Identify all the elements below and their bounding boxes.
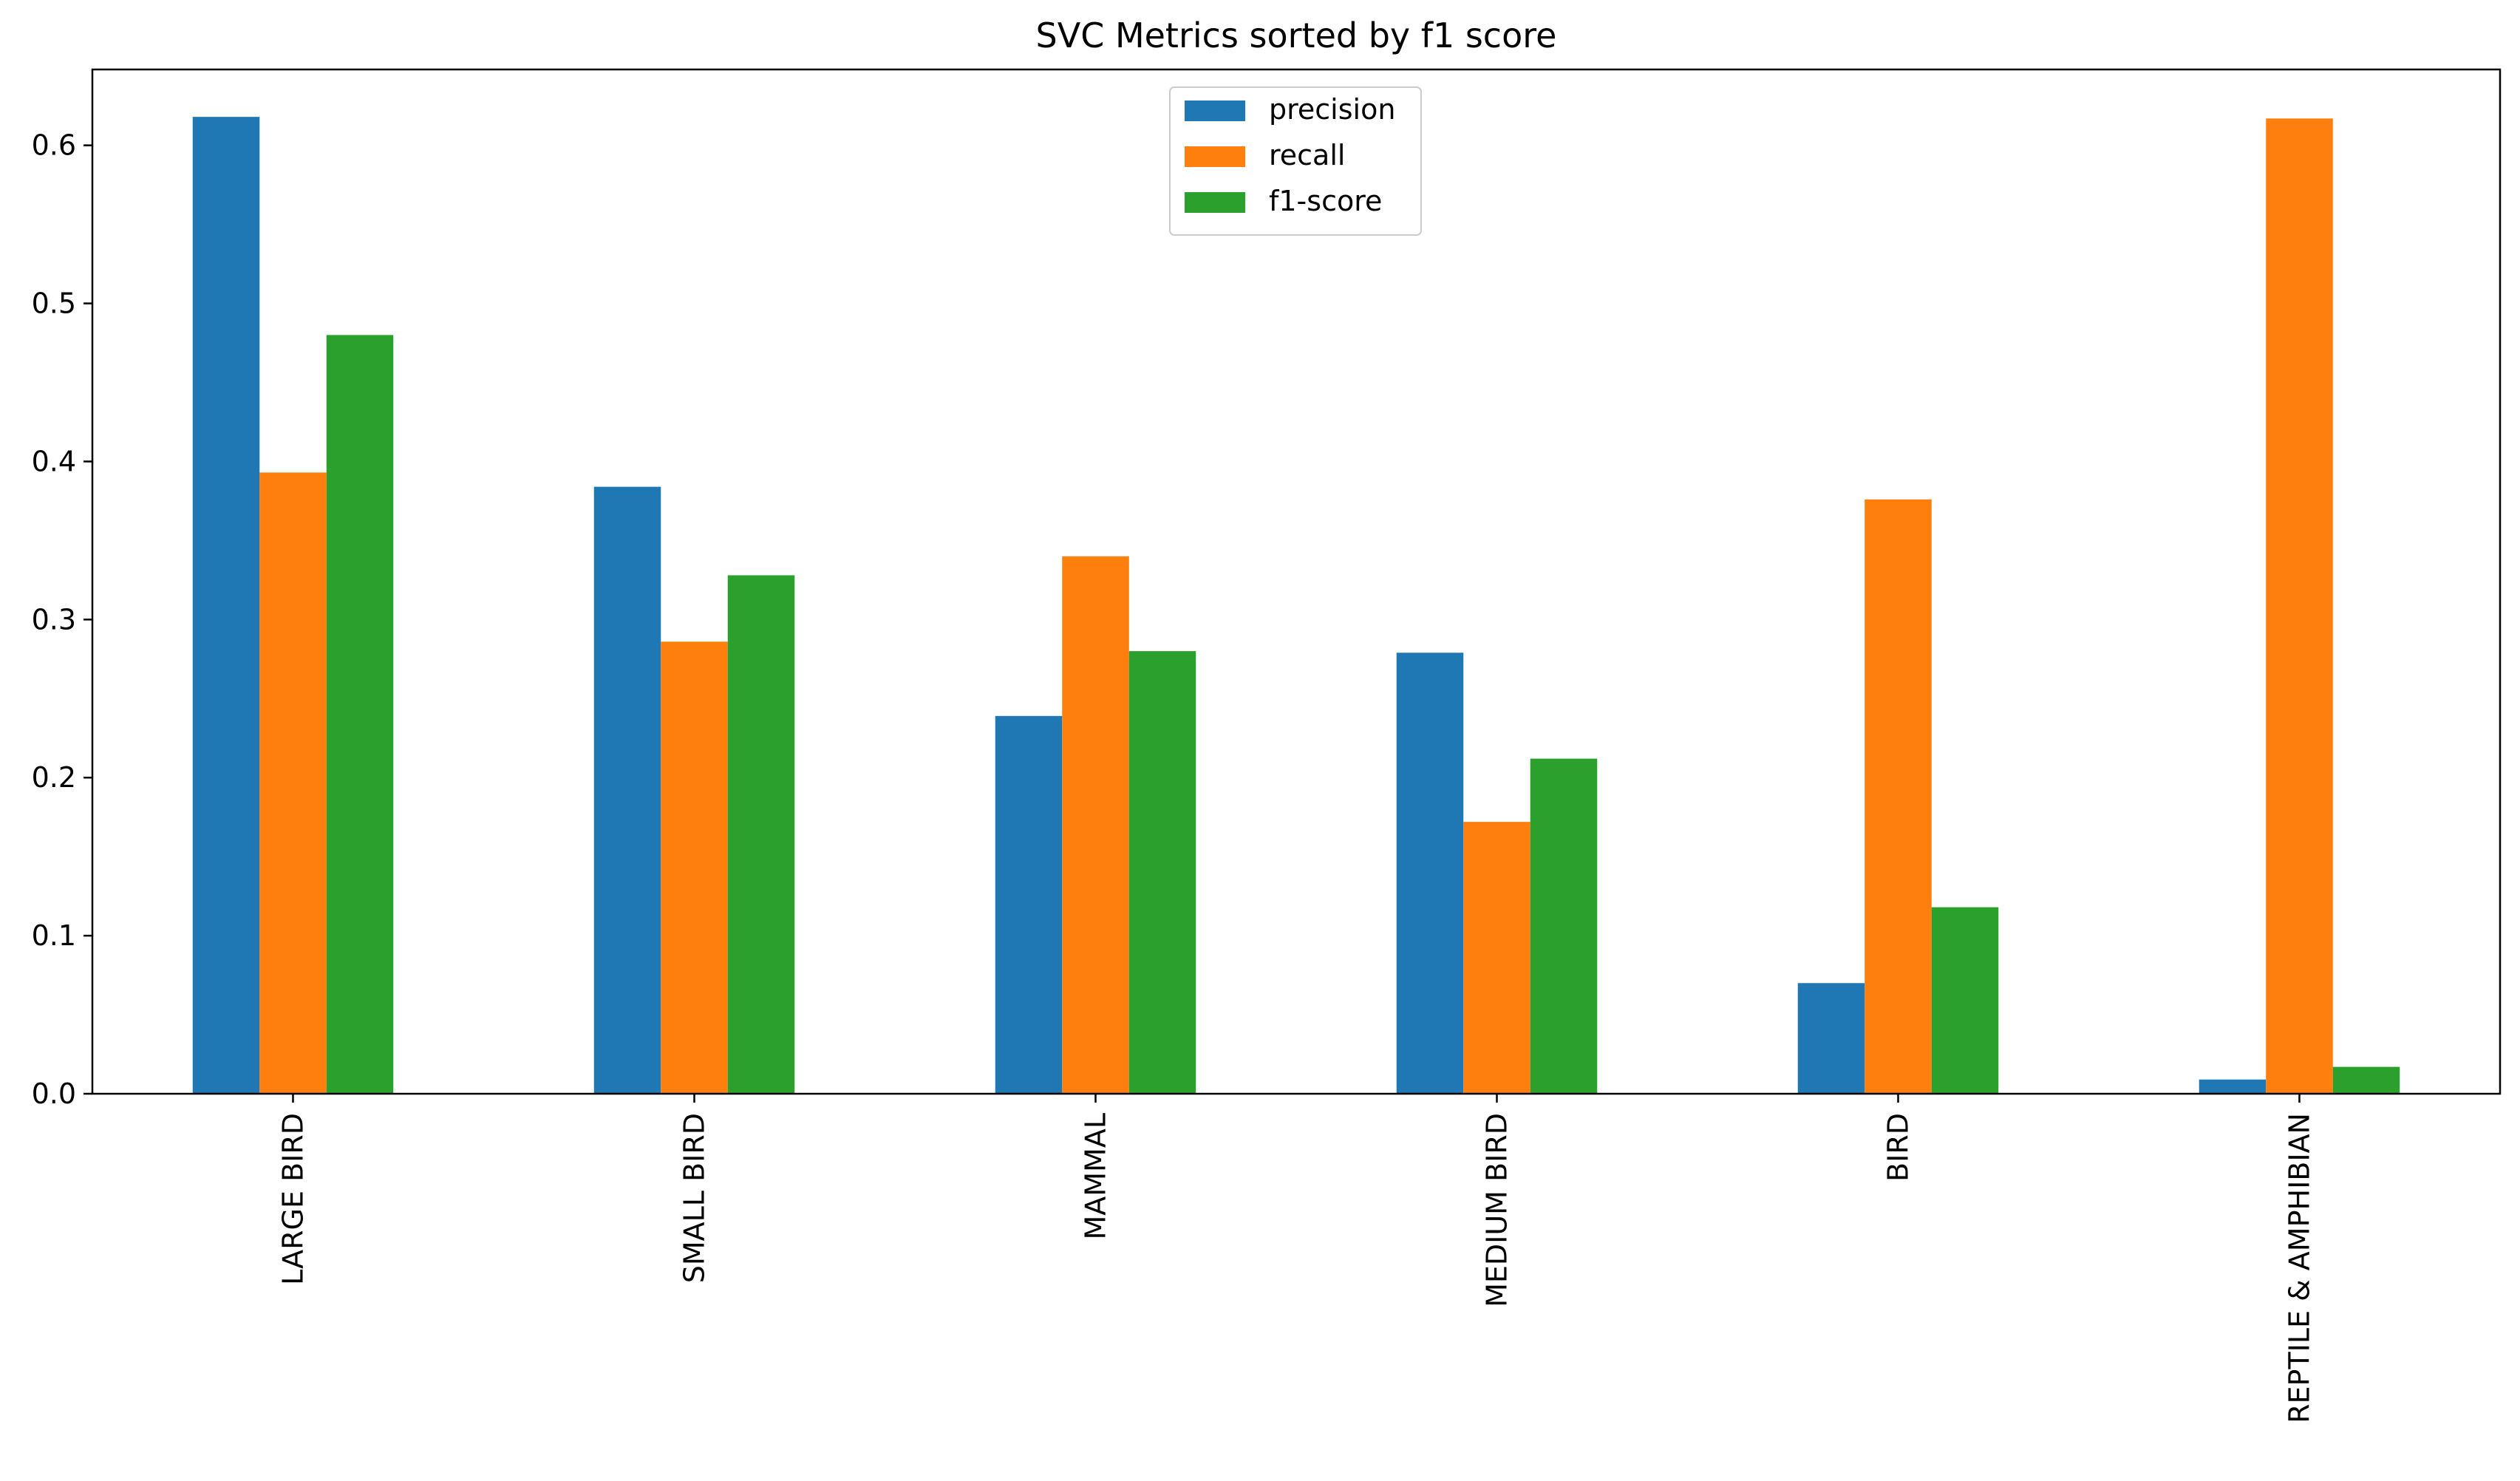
bar-f1-score-reptile-amphibian	[2332, 1066, 2400, 1094]
bar-recall-small-bird	[661, 641, 728, 1094]
legend-label-precision: precision	[1269, 93, 1395, 126]
bar-precision-medium-bird	[1396, 653, 1464, 1094]
bar-recall-bird	[1865, 499, 1932, 1094]
y-tick-label: 0.2	[32, 761, 76, 794]
bar-recall-mammal	[1062, 556, 1129, 1094]
bar-recall-large-bird	[259, 472, 327, 1094]
x-tick-label-small-bird: SMALL BIRD	[678, 1113, 711, 1283]
x-tick-label-medium-bird: MEDIUM BIRD	[1481, 1113, 1513, 1307]
y-tick-label: 0.3	[32, 603, 76, 636]
legend: precision recall f1-score	[1169, 86, 1422, 236]
bar-f1-score-mammal	[1128, 651, 1196, 1094]
x-axis: LARGE BIRD SMALL BIRD MAMMAL MEDIUM BIRD BIR…	[277, 1094, 2316, 1423]
y-tick-label: 0.0	[32, 1077, 76, 1110]
y-tick-label: 0.4	[32, 445, 76, 477]
bar-precision-small-bird	[593, 486, 661, 1094]
bar-f1-score-bird	[1931, 907, 1999, 1094]
legend-label-recall: recall	[1269, 139, 1345, 171]
bar-precision-reptile-amphibian	[2199, 1079, 2267, 1094]
bar-precision-bird	[1797, 983, 1865, 1094]
x-tick-label-reptile-amphibian: REPTILE & AMPHIBIAN	[2284, 1113, 2316, 1423]
plot-area-frame	[91, 68, 2502, 1095]
chart-title: SVC Metrics sorted by f1 score	[1036, 16, 1557, 55]
bar-recall-medium-bird	[1463, 822, 1530, 1094]
bar-f1-score-small-bird	[727, 575, 795, 1094]
legend-swatch-recall	[1185, 146, 1245, 167]
bar-f1-score-medium-bird	[1530, 758, 1598, 1094]
y-tick-label: 0.5	[32, 287, 76, 320]
bar-f1-score-large-bird	[326, 335, 394, 1094]
x-tick-label-large-bird: LARGE BIRD	[277, 1113, 310, 1285]
y-tick-label: 0.6	[32, 129, 76, 162]
legend-label-f1-score: f1-score	[1269, 185, 1382, 217]
bars-layer	[192, 117, 2400, 1094]
x-tick-label-mammal: MAMMAL	[1080, 1113, 1112, 1240]
bar-recall-reptile-amphibian	[2266, 118, 2333, 1094]
legend-swatch-f1-score	[1185, 192, 1245, 213]
bar-precision-large-bird	[192, 117, 260, 1094]
x-tick-label-bird: BIRD	[1882, 1113, 1915, 1182]
y-tick-label: 0.1	[32, 919, 76, 952]
bar-precision-mammal	[995, 715, 1063, 1094]
y-axis: 0.0 0.1 0.2 0.3 0.4 0.5 0.6	[32, 129, 92, 1110]
legend-swatch-precision	[1185, 101, 1245, 121]
